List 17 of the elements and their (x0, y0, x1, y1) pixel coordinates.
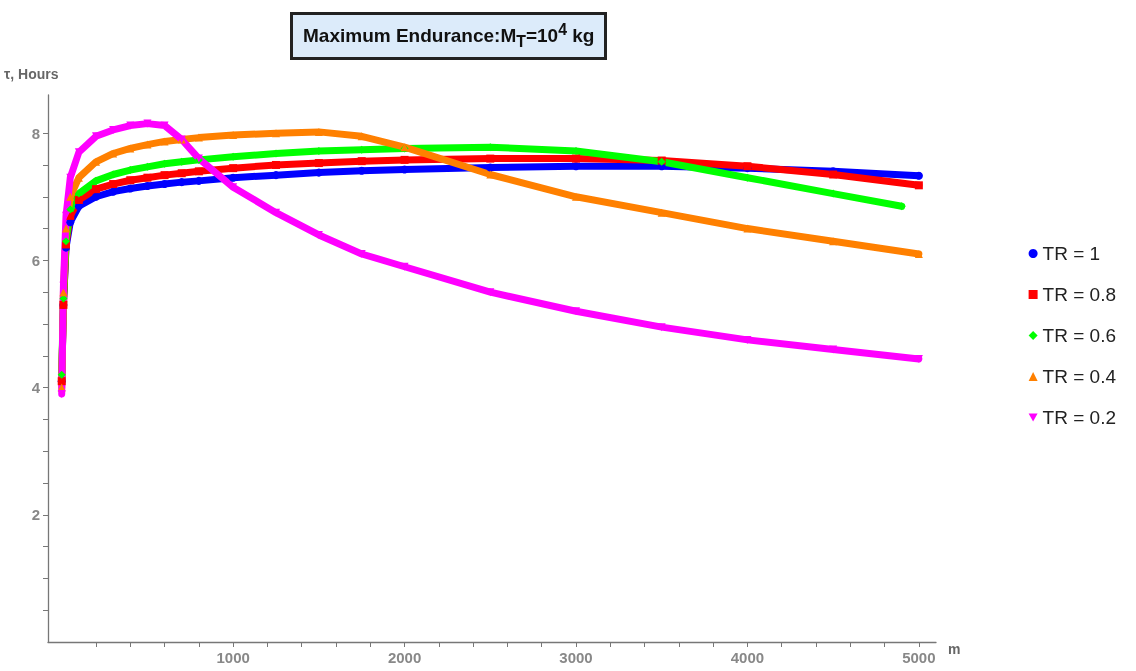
y-tick-label: 6 (31, 251, 40, 269)
legend-label: TR = 1 (1042, 243, 1101, 264)
chart-title: Maximum Endurance:M$_{T}$=10$^{4}$ kg (290, 12, 608, 61)
x-tick-label: 5000 (902, 649, 936, 666)
x-tick-label: 1000 (216, 649, 250, 666)
y-tick-label: 4 (31, 379, 41, 397)
x-axis-title: m (948, 641, 961, 657)
y-tick-label: 2 (31, 506, 40, 524)
legend-label: TR = 0.6 (1042, 325, 1117, 346)
y-axis-title: τ, Hours (4, 66, 59, 82)
legend-label: TR = 0.2 (1042, 407, 1117, 428)
x-tick-label: 3000 (559, 649, 593, 666)
x-tick-label: 2000 (387, 649, 422, 666)
legend-label: TR = 0.4 (1042, 366, 1117, 387)
y-tick-label: 8 (31, 124, 40, 142)
legend-label: TR = 0.8 (1042, 284, 1117, 305)
x-tick-label: 4000 (730, 649, 765, 666)
